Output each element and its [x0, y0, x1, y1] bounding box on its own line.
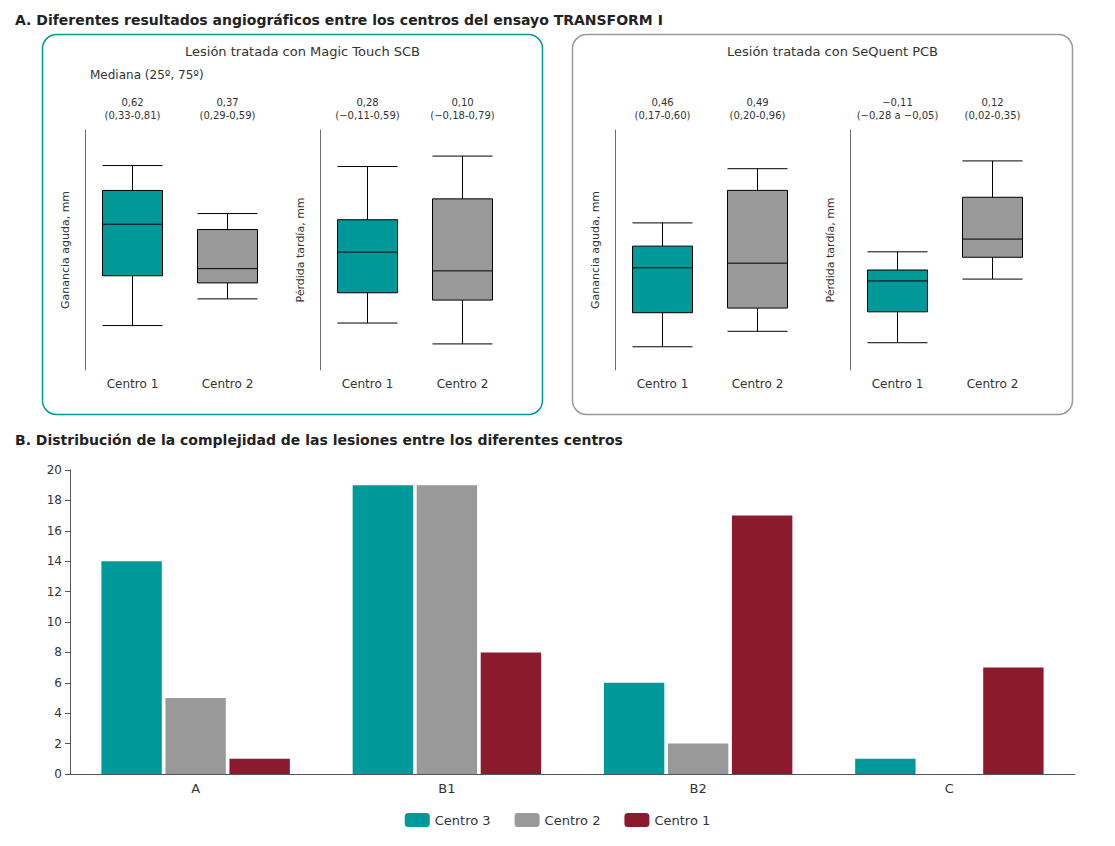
svg-text:Ganancia aguda, mm: Ganancia aguda, mm: [589, 191, 602, 309]
svg-text:Centro 2: Centro 2: [732, 377, 784, 391]
svg-text:(0,33-0,81): (0,33-0,81): [105, 110, 161, 121]
svg-text:(−0,11-0,59): (−0,11-0,59): [335, 110, 399, 121]
svg-text:0,46: 0,46: [651, 97, 673, 108]
svg-text:Centro 1: Centro 1: [637, 377, 689, 391]
svg-text:A: A: [191, 781, 200, 796]
svg-text:0,28: 0,28: [356, 97, 378, 108]
svg-text:20: 20: [47, 463, 62, 477]
svg-text:18: 18: [47, 493, 62, 507]
svg-text:Pérdida tardía, mm: Pérdida tardía, mm: [824, 197, 837, 302]
svg-text:12: 12: [47, 585, 62, 599]
svg-text:Mediana (25º, 75º): Mediana (25º, 75º): [90, 68, 204, 82]
svg-text:Centro 2: Centro 2: [202, 377, 254, 391]
svg-text:Centro 1: Centro 1: [107, 377, 159, 391]
svg-text:Centro 3: Centro 3: [435, 813, 491, 828]
svg-text:0,37: 0,37: [216, 97, 238, 108]
svg-text:(0,29-0,59): (0,29-0,59): [200, 110, 256, 121]
svg-text:A. Diferentes resultados angio: A. Diferentes resultados angiográficos e…: [15, 12, 663, 28]
svg-text:C: C: [945, 781, 954, 796]
svg-text:(0,20-0,96): (0,20-0,96): [730, 110, 786, 121]
svg-text:Centro 2: Centro 2: [437, 377, 489, 391]
svg-text:B. Distribución de la compleji: B. Distribución de la complejidad de las…: [15, 432, 623, 448]
svg-text:Centro 2: Centro 2: [545, 813, 601, 828]
svg-text:8: 8: [54, 645, 62, 659]
svg-text:10: 10: [47, 615, 62, 629]
svg-text:Centro 2: Centro 2: [967, 377, 1019, 391]
svg-text:(0,02-0,35): (0,02-0,35): [965, 110, 1021, 121]
svg-text:0,49: 0,49: [746, 97, 768, 108]
svg-text:Centro 1: Centro 1: [654, 813, 710, 828]
svg-text:(0,17-0,60): (0,17-0,60): [635, 110, 691, 121]
svg-text:2: 2: [54, 737, 62, 751]
svg-text:16: 16: [47, 524, 62, 538]
svg-text:0,12: 0,12: [981, 97, 1003, 108]
svg-text:−0,11: −0,11: [882, 97, 913, 108]
svg-text:Ganancia aguda, mm: Ganancia aguda, mm: [59, 191, 72, 309]
svg-text:(−0,18-0,79): (−0,18-0,79): [430, 110, 494, 121]
svg-text:B2: B2: [690, 781, 707, 796]
svg-text:0,10: 0,10: [451, 97, 473, 108]
svg-text:Pérdida tardía, mm: Pérdida tardía, mm: [294, 197, 307, 302]
svg-text:6: 6: [54, 676, 62, 690]
svg-text:0,62: 0,62: [121, 97, 143, 108]
svg-text:4: 4: [54, 706, 62, 720]
svg-text:0: 0: [54, 767, 62, 781]
svg-text:Lesión tratada con Magic Touch: Lesión tratada con Magic Touch SCB: [185, 44, 420, 59]
svg-text:B1: B1: [438, 781, 455, 796]
svg-text:14: 14: [47, 554, 62, 568]
svg-text:(−0,28 a −0,05): (−0,28 a −0,05): [857, 110, 939, 121]
svg-text:Centro 1: Centro 1: [342, 377, 394, 391]
svg-text:Centro 1: Centro 1: [872, 377, 924, 391]
svg-text:Lesión tratada con SeQuent PCB: Lesión tratada con SeQuent PCB: [727, 44, 938, 59]
